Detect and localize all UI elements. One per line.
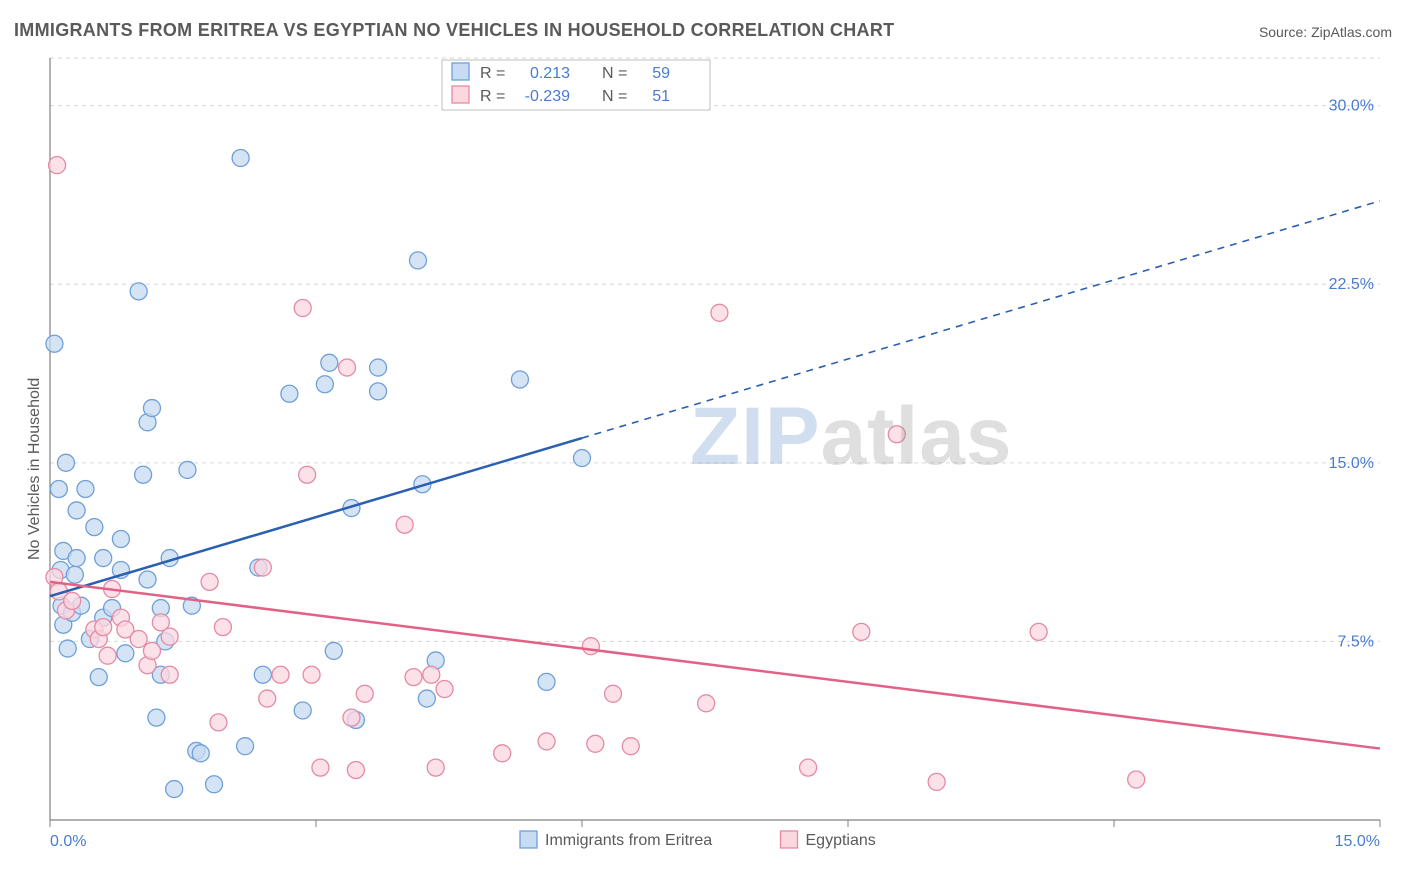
svg-text:51: 51 (652, 88, 670, 105)
svg-text:R =: R = (480, 88, 505, 105)
source-label: Source: ZipAtlas.com (1259, 24, 1392, 40)
svg-text:22.5%: 22.5% (1329, 276, 1374, 293)
svg-text:15.0%: 15.0% (1329, 455, 1374, 472)
chart-title: IMMIGRANTS FROM ERITREA VS EGYPTIAN NO V… (14, 20, 894, 41)
svg-text:59: 59 (652, 65, 670, 82)
svg-text:Immigrants from Eritrea: Immigrants from Eritrea (545, 832, 712, 849)
svg-text:N =: N = (602, 65, 627, 82)
svg-text:-0.239: -0.239 (525, 88, 570, 105)
svg-text:0.213: 0.213 (530, 65, 570, 82)
svg-text:7.5%: 7.5% (1338, 633, 1374, 650)
correlation-chart: 0.0% 15.0% 7.5% 15.0% 22.5% 30.0% R = 0.213 N =… (0, 0, 1406, 892)
svg-text:0.0%: 0.0% (50, 833, 86, 850)
y-axis-label: No Vehicles in Household (26, 378, 44, 560)
svg-text:N =: N = (602, 88, 627, 105)
svg-text:Egyptians: Egyptians (806, 832, 876, 849)
svg-text:30.0%: 30.0% (1329, 98, 1374, 115)
svg-text:R =: R = (480, 65, 505, 82)
svg-text:15.0%: 15.0% (1335, 833, 1380, 850)
